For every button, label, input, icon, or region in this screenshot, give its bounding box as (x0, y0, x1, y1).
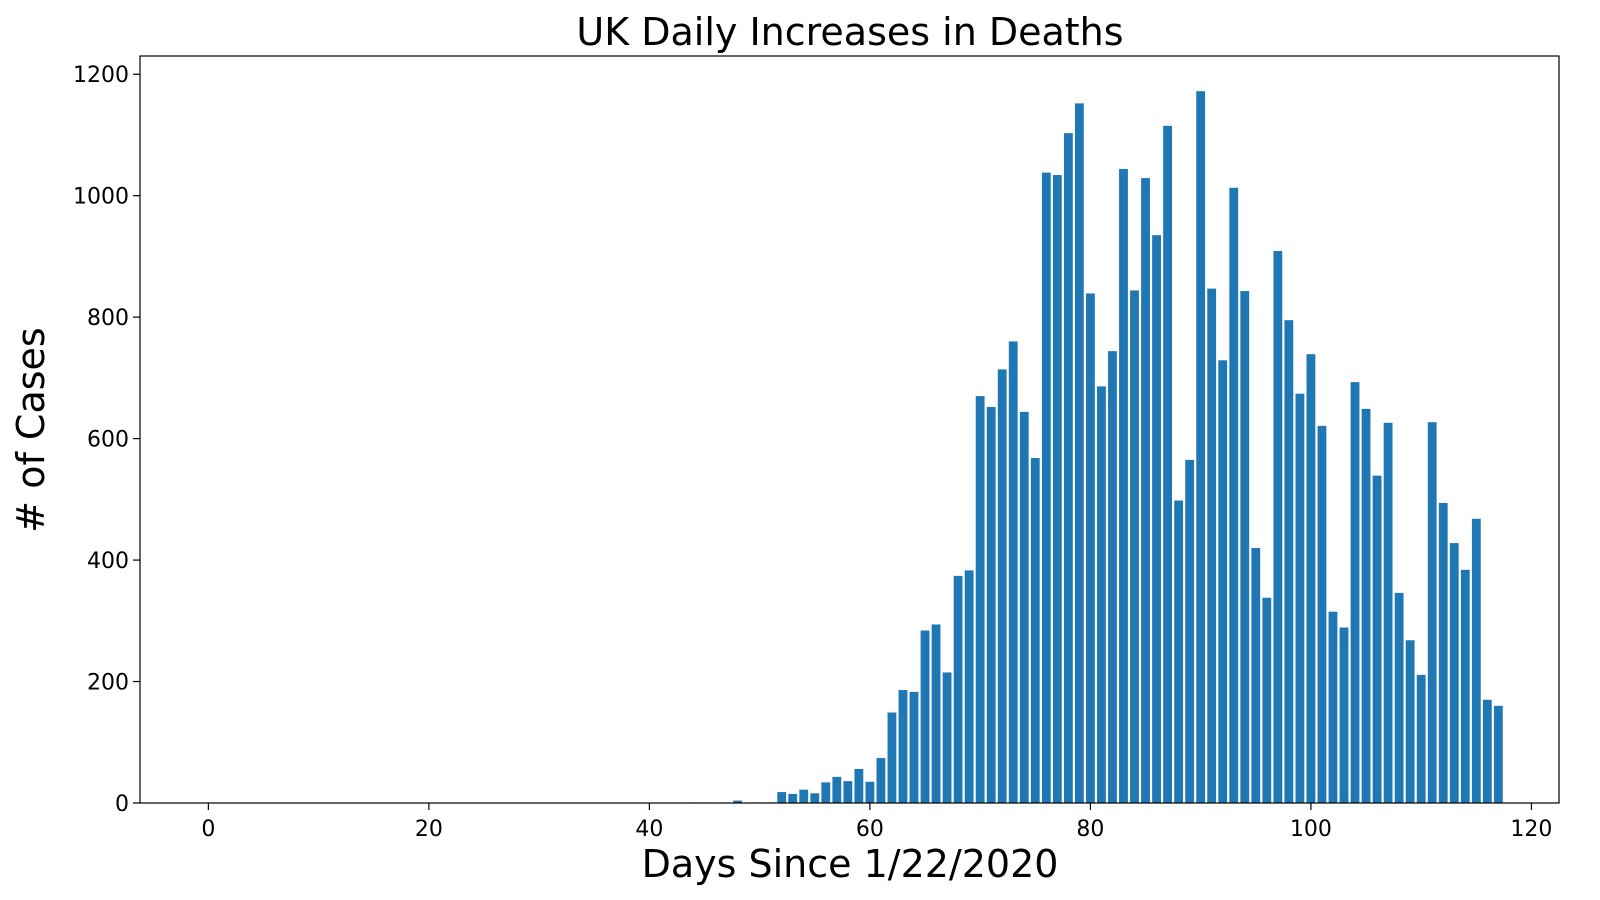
bar-day-89 (1185, 459, 1195, 803)
bar-day-55 (810, 793, 820, 803)
bar-day-90 (1196, 91, 1206, 804)
x-axis-ticks: 0 20 40 60 80 100 120 (201, 803, 1552, 842)
bar-day-70 (975, 396, 985, 803)
bar-day-64 (909, 691, 919, 803)
x-tick-label: 100 (1290, 817, 1332, 842)
bar-day-116 (1482, 699, 1492, 803)
bar-day-53 (788, 793, 798, 803)
bar-day-100 (1306, 354, 1316, 803)
y-axis-ticks: 0 200 400 600 800 1000 1200 (73, 63, 140, 817)
bar-day-68 (953, 575, 963, 803)
bar-day-66 (931, 624, 941, 803)
bar-day-117 (1493, 705, 1503, 803)
bar-day-107 (1383, 422, 1393, 803)
bar-day-94 (1240, 291, 1250, 803)
chart-title: UK Daily Increases in Deaths (576, 10, 1123, 54)
bar-day-71 (986, 407, 996, 803)
bar-day-87 (1163, 125, 1172, 804)
plot-frame (139, 55, 1560, 804)
x-tick-label: 0 (201, 817, 215, 842)
bar-day-105 (1361, 408, 1371, 803)
bar-day-79 (1074, 103, 1084, 804)
bar-day-61 (876, 758, 886, 803)
bar-day-77 (1052, 175, 1062, 803)
bar-day-88 (1174, 500, 1184, 803)
bar-day-111 (1427, 422, 1437, 803)
bar-day-106 (1372, 475, 1382, 803)
bar-day-72 (997, 369, 1007, 803)
bar-day-65 (920, 630, 930, 803)
y-tick-label: 200 (87, 671, 129, 696)
y-tick-label: 1000 (73, 185, 129, 210)
bar-day-63 (898, 690, 908, 803)
x-tick-label: 40 (635, 817, 663, 842)
bar-day-102 (1328, 611, 1338, 803)
bar-day-59 (854, 768, 864, 803)
bar-day-67 (942, 672, 952, 803)
bar-day-69 (964, 570, 974, 803)
bar-day-103 (1339, 627, 1349, 803)
bar-day-58 (843, 781, 853, 803)
bar-day-112 (1438, 502, 1448, 803)
bar-day-91 (1207, 288, 1217, 804)
y-tick-label: 800 (87, 306, 129, 331)
bar-day-86 (1152, 235, 1161, 803)
bar-day-114 (1460, 569, 1470, 803)
x-axis-title: Days Since 1/22/2020 (642, 842, 1059, 886)
bar-day-108 (1394, 592, 1404, 803)
x-tick-label: 60 (856, 817, 884, 842)
bar-day-81 (1097, 386, 1106, 803)
x-tick-label: 80 (1076, 817, 1104, 842)
y-tick-label: 0 (115, 792, 129, 817)
bar-day-75 (1030, 458, 1040, 803)
bar-day-104 (1350, 382, 1360, 803)
x-tick-label: 120 (1510, 817, 1552, 842)
bar-day-96 (1262, 597, 1272, 803)
bar-day-82 (1108, 351, 1117, 803)
bar-day-76 (1041, 172, 1051, 804)
bar-day-80 (1086, 293, 1095, 803)
bar-day-115 (1471, 518, 1481, 803)
bar-day-57 (832, 776, 842, 803)
bar-day-52 (777, 792, 787, 803)
bar-day-62 (887, 712, 897, 803)
bar-day-95 (1251, 547, 1261, 803)
y-tick-label: 400 (87, 549, 129, 574)
bar-day-101 (1317, 425, 1327, 803)
x-tick-label: 20 (415, 817, 443, 842)
bar-day-78 (1063, 133, 1073, 803)
bar-day-73 (1008, 341, 1018, 803)
bar-day-83 (1119, 168, 1128, 803)
bar-day-92 (1218, 360, 1228, 803)
y-tick-label: 1200 (73, 63, 129, 88)
bar-day-60 (865, 781, 875, 803)
y-tick-label: 600 (87, 428, 129, 453)
bar-day-99 (1295, 393, 1305, 803)
bar-day-109 (1405, 640, 1415, 803)
bar-day-113 (1449, 543, 1459, 803)
bar-day-98 (1284, 320, 1294, 803)
bar-day-84 (1130, 290, 1139, 803)
bar-day-97 (1273, 250, 1283, 803)
bar-day-85 (1141, 178, 1150, 803)
bar-day-74 (1019, 411, 1029, 803)
bars-group (689, 91, 1503, 804)
bar-day-93 (1229, 187, 1239, 804)
bar-day-48 (733, 800, 742, 803)
bar-day-54 (799, 789, 809, 803)
bar-day-110 (1416, 674, 1426, 803)
bar-day-56 (821, 782, 831, 803)
y-axis-title: # of Cases (9, 327, 53, 532)
